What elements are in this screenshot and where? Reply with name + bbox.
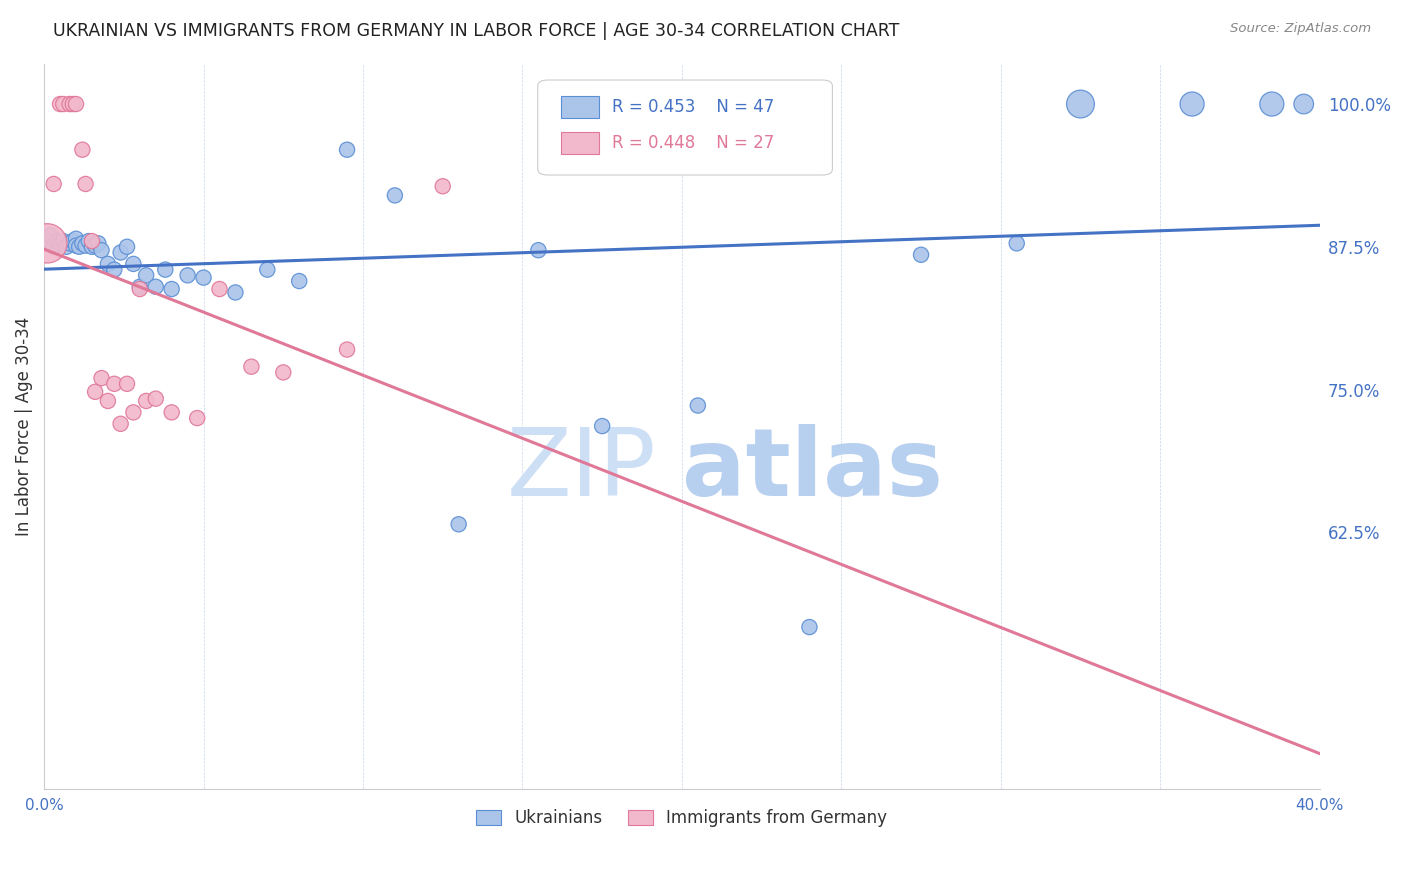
Point (910, 248, 932, 262)
Point (115, 240, 138, 254)
Point (160, 282, 183, 296)
Point (90, 371, 112, 385)
Point (122, 257, 145, 271)
Point (55, 240, 77, 254)
Point (224, 285, 246, 300)
Point (103, 376, 125, 391)
Point (87, 236, 110, 251)
Point (447, 517, 470, 532)
Text: R = 0.448    N = 27: R = 0.448 N = 27 (612, 135, 773, 153)
Text: R = 0.453    N = 47: R = 0.453 N = 47 (612, 97, 773, 116)
FancyBboxPatch shape (537, 80, 832, 175)
Point (77, 234, 100, 248)
Point (160, 405, 183, 419)
Point (384, 188, 406, 202)
Point (42, 240, 65, 254)
Point (1261, 97, 1284, 112)
Point (84, 384, 107, 399)
Point (110, 417, 132, 431)
Point (208, 282, 231, 296)
Point (135, 393, 157, 408)
Point (432, 179, 454, 194)
Point (49, 97, 72, 112)
Point (1005, 236, 1028, 251)
Point (135, 268, 157, 283)
Point (176, 268, 198, 283)
Point (128, 282, 150, 296)
Point (336, 343, 359, 357)
Text: atlas: atlas (682, 425, 943, 516)
Point (527, 243, 550, 257)
Point (1292, 97, 1315, 112)
Bar (561, 132, 599, 154)
Point (145, 392, 167, 406)
Point (591, 419, 613, 434)
Point (65, 238, 87, 252)
Point (110, 245, 132, 260)
Point (42, 177, 65, 191)
Point (115, 376, 138, 391)
Point (155, 262, 177, 277)
Point (80, 240, 103, 254)
Point (72, 143, 94, 157)
Point (72, 236, 94, 251)
Point (80, 234, 103, 248)
Point (39, 228, 62, 243)
Point (49, 236, 72, 251)
Text: UKRAINIAN VS IMMIGRANTS FROM GERMANY IN LABOR FORCE | AGE 30-34 CORRELATION CHAR: UKRAINIAN VS IMMIGRANTS FROM GERMANY IN … (53, 22, 900, 40)
Text: Source: ZipAtlas.com: Source: ZipAtlas.com (1230, 22, 1371, 36)
Point (128, 279, 150, 293)
Point (97, 257, 120, 271)
Point (65, 232, 87, 246)
Point (1069, 97, 1091, 112)
Point (67, 240, 90, 254)
Point (45, 234, 67, 248)
Point (52, 234, 75, 248)
Point (52, 97, 75, 112)
Point (686, 399, 709, 413)
Point (256, 262, 278, 277)
Point (59, 97, 82, 112)
Point (271, 365, 294, 379)
Point (145, 279, 167, 293)
Legend: Ukrainians, Immigrants from Germany: Ukrainians, Immigrants from Germany (468, 801, 896, 835)
Point (75, 177, 97, 191)
Bar (561, 95, 599, 118)
Point (103, 262, 125, 277)
Point (37, 236, 59, 251)
Point (240, 359, 263, 374)
Point (62, 234, 84, 248)
Point (336, 143, 359, 157)
Point (75, 238, 97, 252)
Point (122, 405, 145, 419)
Point (193, 270, 215, 285)
Text: ZIP: ZIP (506, 425, 657, 516)
Point (186, 411, 208, 425)
Point (90, 243, 112, 257)
Point (97, 393, 120, 408)
Point (84, 238, 107, 252)
Point (288, 274, 311, 288)
Y-axis label: In Labor Force | Age 30-34: In Labor Force | Age 30-34 (15, 317, 32, 536)
Point (62, 97, 84, 112)
Point (59, 236, 82, 251)
Point (65, 97, 87, 112)
Point (1181, 97, 1204, 112)
Point (37, 234, 59, 248)
Point (799, 620, 821, 634)
